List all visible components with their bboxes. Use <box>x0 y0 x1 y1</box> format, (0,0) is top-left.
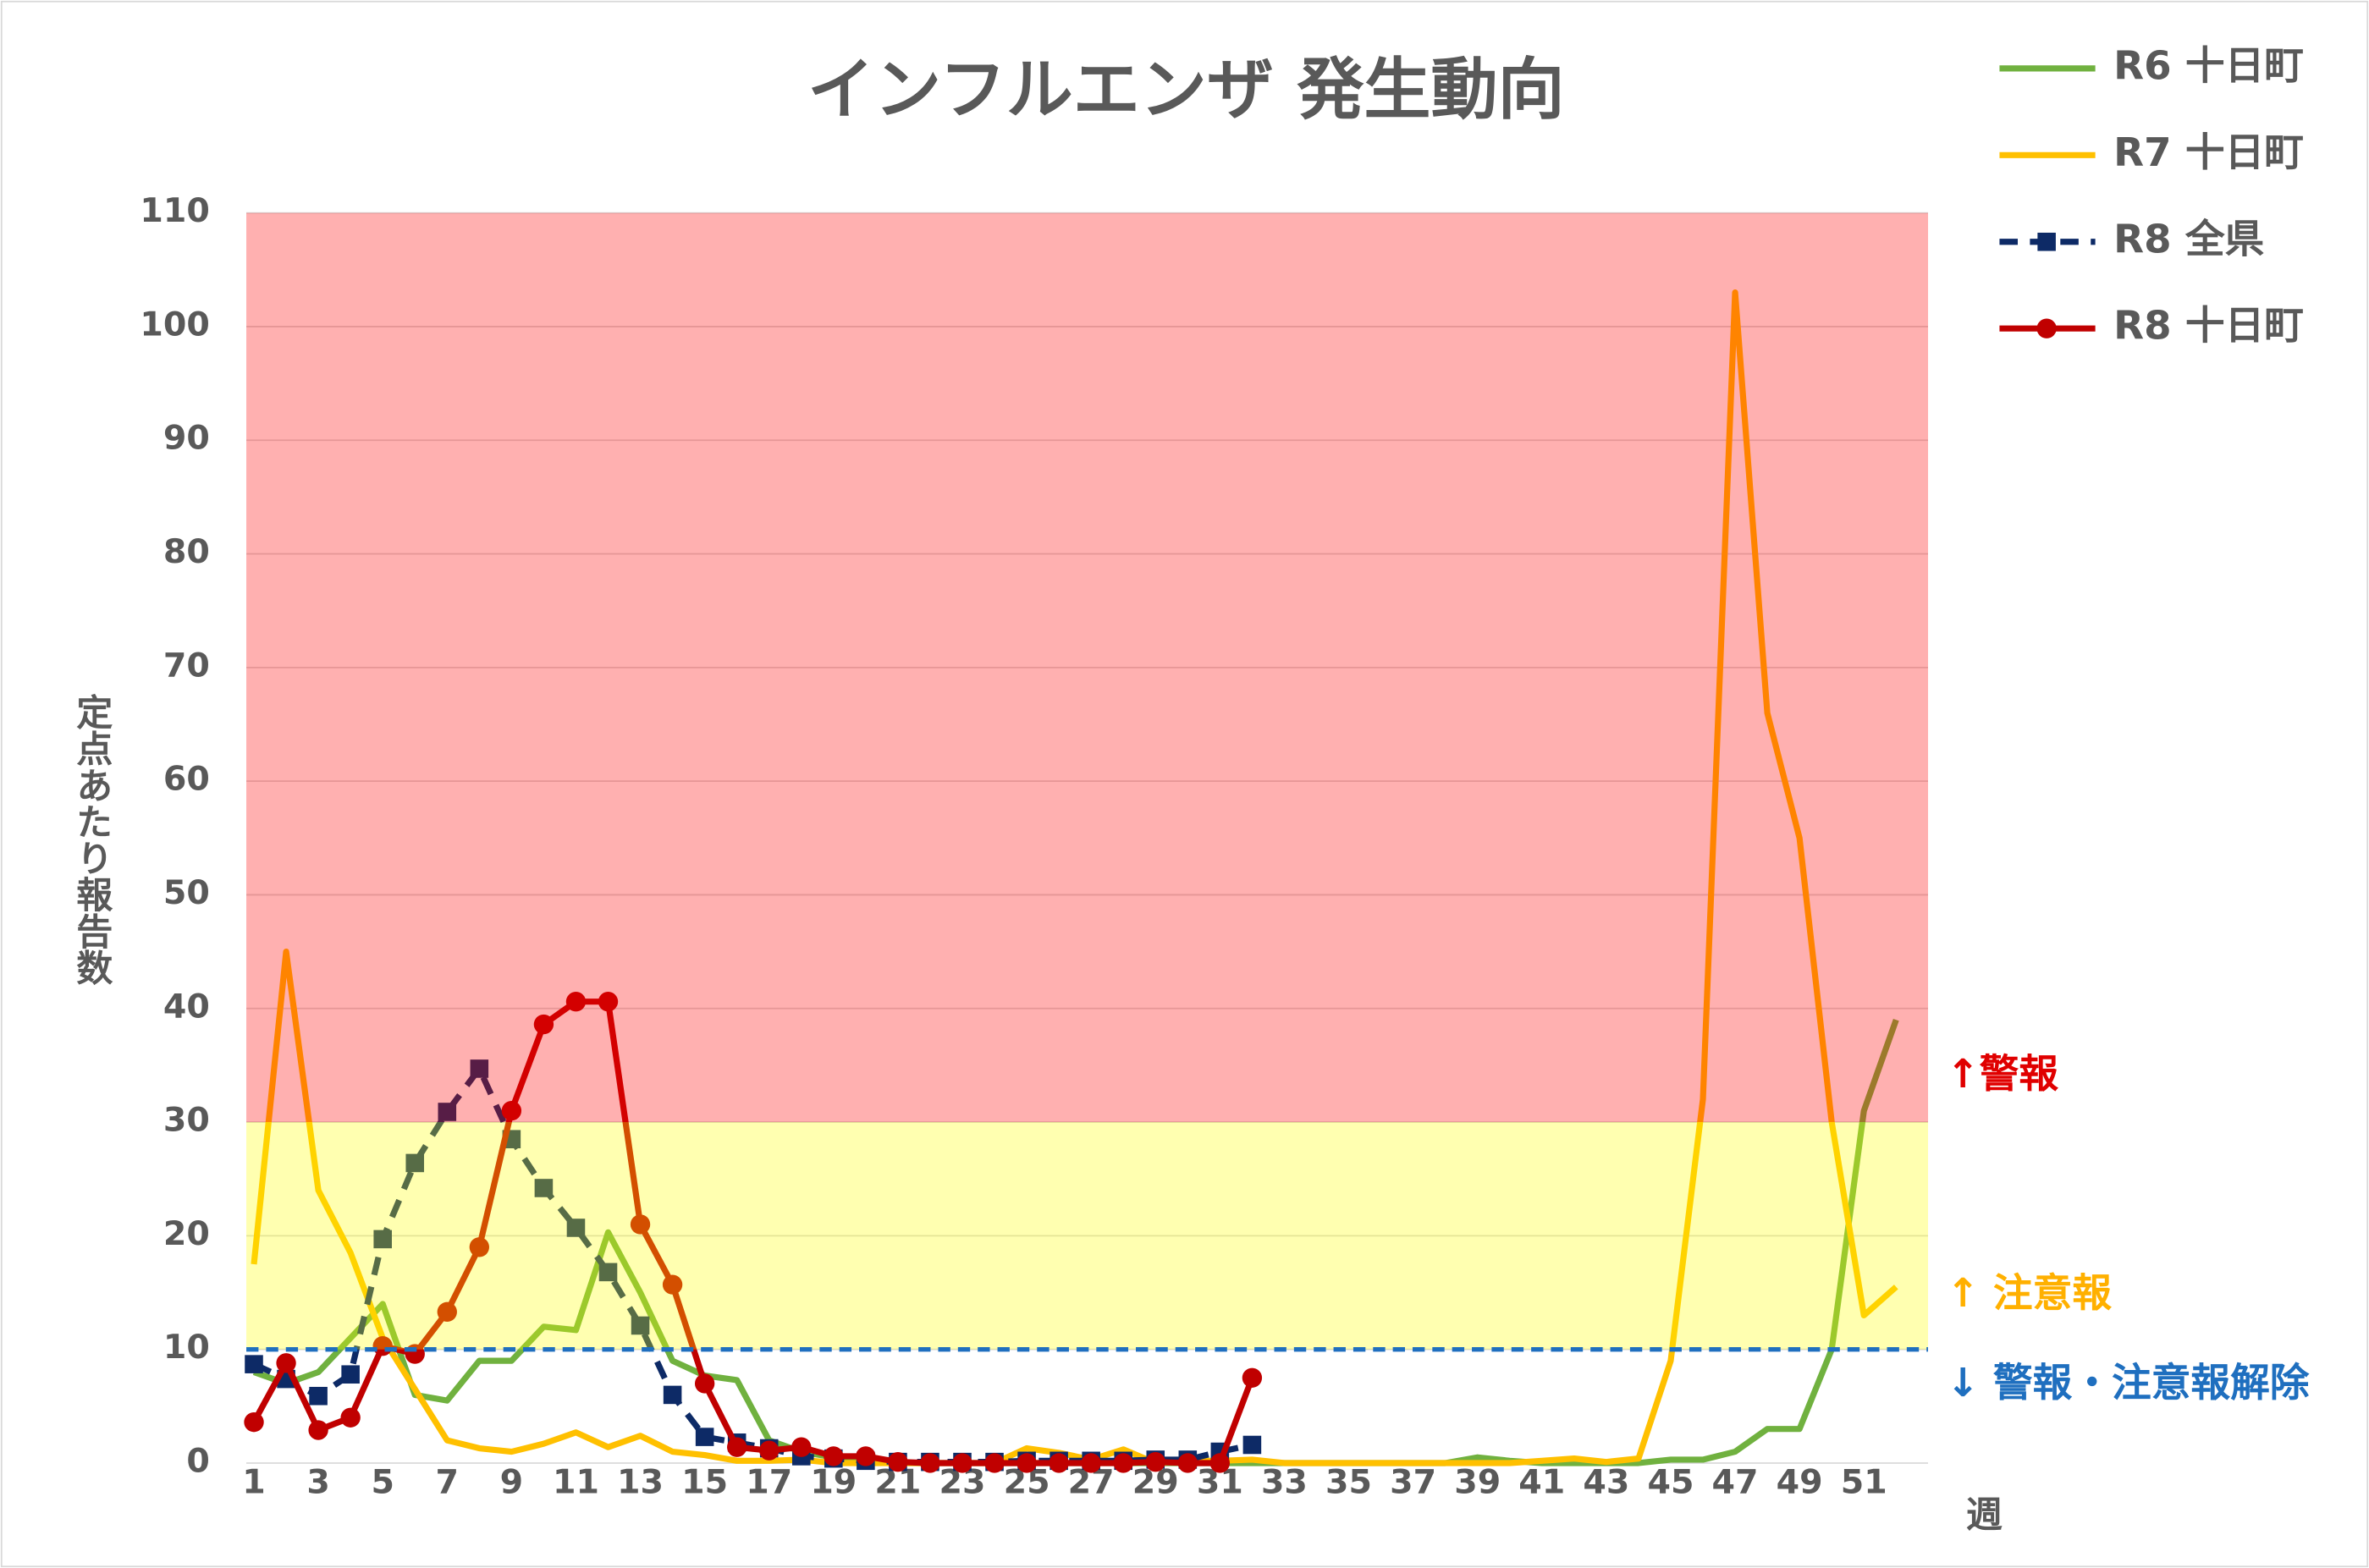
legend-label: R6 十日町 <box>2113 43 2304 89</box>
marker <box>694 1373 715 1394</box>
y-tick-label: 10 <box>163 1328 210 1367</box>
marker <box>1081 1453 1101 1473</box>
chart-title: インフルエンザ 発生動向 <box>807 51 1564 129</box>
marker <box>245 1355 263 1373</box>
y-tick-label: 60 <box>163 760 210 799</box>
x-tick-label: 49 <box>1777 1463 1823 1502</box>
marker <box>1145 1451 1165 1472</box>
marker <box>1242 1367 1263 1388</box>
marker <box>565 992 587 1012</box>
marker <box>437 1301 457 1323</box>
y-axis-label: 定点あたり報告数 <box>70 694 113 986</box>
marker <box>631 1316 650 1335</box>
x-tick-label: 9 <box>500 1463 523 1502</box>
y-tick-label: 20 <box>163 1214 210 1253</box>
x-tick-label: 11 <box>553 1463 599 1502</box>
x-tick-label: 43 <box>1583 1463 1629 1502</box>
x-axis-label: 週 <box>1966 1494 2003 1537</box>
marker <box>984 1453 1005 1473</box>
marker <box>470 1059 489 1078</box>
marker <box>1209 1453 1231 1473</box>
marker <box>662 1274 683 1295</box>
threshold-label: ↓ 警報・注意報解除 <box>1947 1361 2310 1406</box>
y-tick-label: 30 <box>163 1101 210 1140</box>
band-label: ↑ 注意報 <box>1947 1271 2113 1317</box>
x-tick-label: 17 <box>746 1463 792 1502</box>
marker <box>340 1407 361 1428</box>
marker <box>373 1230 392 1249</box>
marker <box>276 1353 296 1373</box>
marker <box>1242 1435 1262 1455</box>
marker <box>566 1219 586 1237</box>
marker <box>598 1263 618 1282</box>
marker <box>695 1428 714 1446</box>
legend-item: R8 全県 <box>1999 217 2264 262</box>
y-tick-label: 100 <box>140 305 209 344</box>
x-tick-label: 51 <box>1841 1463 1887 1502</box>
x-tick-label: 13 <box>617 1463 664 1502</box>
marker <box>791 1437 812 1457</box>
marker <box>920 1453 940 1473</box>
marker <box>309 1386 328 1406</box>
legend-label: R7 十日町 <box>2113 130 2304 176</box>
x-tick-label: 15 <box>681 1463 728 1502</box>
x-tick-label: 39 <box>1454 1463 1501 1502</box>
x-tick-label: 7 <box>436 1463 459 1502</box>
series-line <box>251 289 1898 1466</box>
y-tick-label: 50 <box>163 873 210 912</box>
marker <box>533 1014 554 1035</box>
x-tick-label: 37 <box>1390 1463 1436 1502</box>
legend-item: R7 十日町 <box>1999 130 2304 176</box>
marker <box>598 992 619 1012</box>
marker <box>952 1453 972 1473</box>
legend-label: R8 全県 <box>2113 217 2264 262</box>
y-tick-label: 0 <box>186 1441 209 1480</box>
y-tick-label: 70 <box>163 646 210 685</box>
alert-band <box>246 212 1929 1123</box>
marker <box>824 1446 844 1466</box>
marker <box>244 1411 264 1433</box>
legend-item: R6 十日町 <box>1999 43 2304 89</box>
x-tick-label: 1 <box>242 1463 265 1502</box>
x-tick-label: 35 <box>1325 1463 1372 1502</box>
marker <box>1177 1453 1198 1473</box>
legend-item: R8 十日町 <box>1999 304 2304 349</box>
x-tick-label: 3 <box>306 1463 329 1502</box>
legend-label: R8 十日町 <box>2113 304 2304 349</box>
marker <box>663 1385 682 1405</box>
marker <box>534 1179 554 1197</box>
marker <box>630 1214 651 1235</box>
band-label: ↑警報 <box>1947 1052 2059 1098</box>
x-tick-label: 5 <box>371 1463 394 1502</box>
x-tick-label: 41 <box>1518 1463 1565 1502</box>
y-tick-label: 110 <box>140 191 209 230</box>
marker <box>308 1420 328 1440</box>
legend-marker <box>2037 232 2056 251</box>
marker <box>759 1440 780 1461</box>
marker <box>341 1365 360 1384</box>
y-tick-label: 40 <box>163 987 210 1026</box>
marker <box>856 1446 876 1466</box>
marker <box>1016 1453 1037 1473</box>
x-tick-label: 33 <box>1261 1463 1308 1502</box>
y-tick-label: 80 <box>163 532 210 571</box>
marker <box>1049 1453 1069 1473</box>
marker <box>888 1451 908 1472</box>
marker <box>1113 1453 1133 1473</box>
x-tick-label: 45 <box>1647 1463 1694 1502</box>
marker <box>469 1237 490 1257</box>
y-tick-label: 90 <box>163 419 210 458</box>
alert-band <box>246 1122 1929 1350</box>
marker <box>501 1100 522 1121</box>
legend-marker <box>2036 318 2057 338</box>
marker <box>405 1153 425 1173</box>
marker <box>438 1103 457 1121</box>
x-tick-label: 47 <box>1712 1463 1759 1502</box>
x-tick-label: 19 <box>810 1463 857 1502</box>
marker <box>727 1437 747 1457</box>
